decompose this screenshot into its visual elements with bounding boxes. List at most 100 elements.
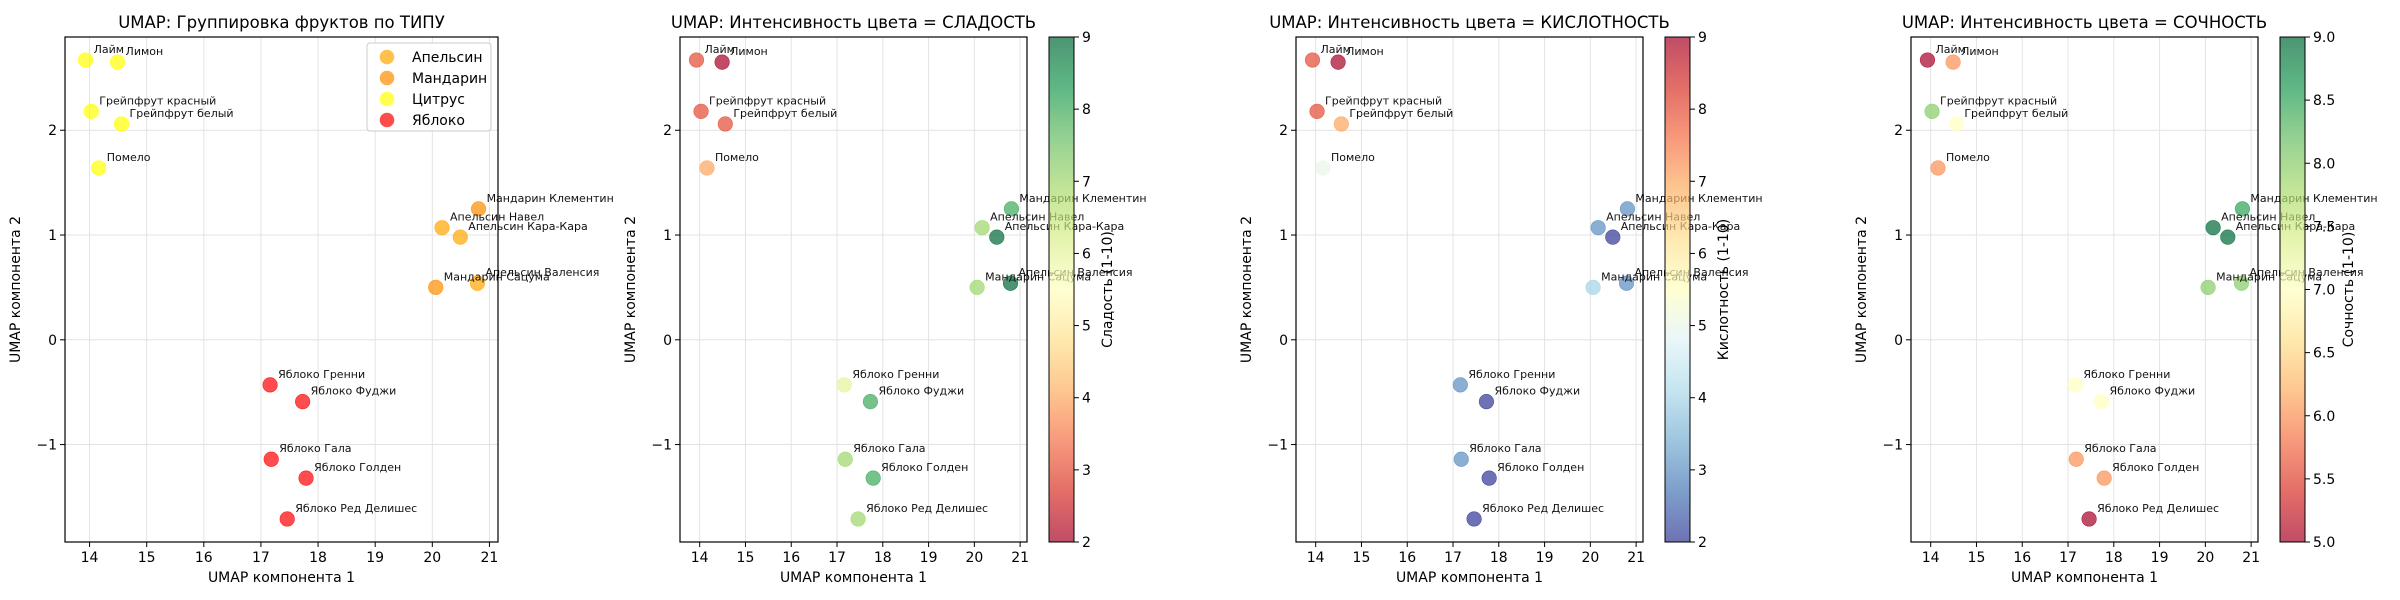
- legend-marker: [379, 91, 395, 107]
- data-point: [434, 220, 450, 236]
- x-tick-label: 15: [138, 550, 156, 566]
- x-tick-label: 19: [2151, 550, 2169, 566]
- x-tick-label: 14: [1922, 550, 1940, 566]
- point-label: Яблоко Ред Делишес: [866, 502, 988, 515]
- data-point: [2233, 275, 2250, 291]
- x-tick-label: 18: [874, 550, 892, 566]
- colorbar-tick-label: 6: [1082, 246, 1091, 262]
- data-point: [688, 52, 705, 68]
- y-axis-label: UMAP компонента 2: [1239, 216, 1255, 363]
- data-point: [1315, 160, 1331, 176]
- x-tick-label: 18: [1490, 550, 1508, 566]
- point-label: Лайм: [94, 43, 124, 56]
- y-tick-label: 0: [1279, 333, 1288, 349]
- data-point: [1590, 220, 1606, 236]
- y-tick-label: −1: [36, 438, 57, 454]
- y-tick-label: −1: [1267, 438, 1288, 454]
- point-label: Яблоко Фуджи: [1494, 385, 1580, 398]
- point-label: Грейпфрут красный: [99, 94, 216, 107]
- y-tick-label: 1: [663, 228, 672, 244]
- colorbar-tick-label: 8: [1082, 102, 1091, 118]
- colorbar-tick-label: 6.5: [2313, 346, 2335, 362]
- colorbar-tick-label: 5.5: [2313, 472, 2335, 488]
- data-point: [279, 511, 295, 527]
- data-point: [693, 103, 709, 119]
- data-point: [2096, 470, 2112, 486]
- data-point: [974, 220, 990, 236]
- x-tick-label: 14: [1307, 550, 1325, 566]
- data-point: [989, 229, 1005, 245]
- data-point: [1924, 103, 1940, 119]
- data-point: [1304, 52, 1321, 68]
- legend: Апельсин Мандарин Цитрус Яблоко: [366, 42, 492, 132]
- colorbar-gradient: [1048, 36, 1075, 543]
- x-axis-label: UMAP компонента 1: [780, 570, 927, 586]
- data-point: [109, 54, 126, 70]
- point-label: Помело: [107, 151, 151, 164]
- data-point: [77, 52, 94, 68]
- point-label: Лайм: [1935, 43, 1965, 56]
- x-tick-label: 17: [828, 550, 846, 566]
- colorbar-label: Сладость (1-10): [1100, 231, 1116, 348]
- data-point: [1453, 451, 1469, 467]
- axes-frame: [1295, 36, 1644, 543]
- point-label: Мандарин Клементин: [2250, 192, 2377, 205]
- data-point: [2200, 279, 2216, 296]
- point-label: Помело: [715, 151, 759, 164]
- data-point: [1452, 377, 1468, 393]
- y-tick-label: −1: [1882, 438, 1903, 454]
- y-tick-label: 2: [1279, 123, 1288, 139]
- data-point: [1605, 229, 1621, 245]
- colorbar-tick-label: 7.5: [2313, 219, 2335, 235]
- y-axis-label: UMAP компонента 2: [8, 216, 24, 363]
- legend-box: [366, 42, 492, 132]
- y-tick-label: 1: [48, 228, 57, 244]
- x-axis-label: UMAP компонента 1: [2011, 570, 2158, 586]
- point-label: Яблоко Гренни: [278, 368, 365, 381]
- data-point: [2093, 394, 2110, 410]
- data-point: [1003, 201, 1020, 217]
- point-label: Яблоко Фуджи: [878, 385, 964, 398]
- colorbar-tick-label: 6: [1698, 246, 1707, 262]
- data-point: [298, 470, 314, 486]
- point-label: Яблоко Гала: [1469, 442, 1541, 455]
- x-tick-label: 17: [252, 550, 270, 566]
- point-label: Яблоко Голден: [2112, 461, 2199, 474]
- point-label: Яблоко Голден: [314, 461, 401, 474]
- data-point: [428, 279, 444, 296]
- x-tick-label: 20: [423, 550, 441, 566]
- x-tick-label: 19: [1536, 550, 1554, 566]
- y-tick-label: 0: [663, 333, 672, 349]
- point-label: Грейпфрут красный: [1325, 94, 1442, 107]
- point-label: Апельсин Навел: [450, 211, 544, 224]
- x-tick-label: 15: [1968, 550, 1986, 566]
- subplot-title: UMAP: Интенсивность цвета = СОЧНОСТЬ: [1902, 13, 2267, 32]
- data-point: [2220, 229, 2236, 245]
- data-point: [113, 116, 130, 132]
- data-point: [263, 451, 279, 467]
- colorbar: 2 3 4 5 6 7 8 9 Сладость (1-10): [1048, 30, 1116, 551]
- colorbar-tick-label: 8: [1698, 102, 1707, 118]
- data-point: [865, 470, 881, 486]
- point-label: Мандарин Клементин: [1635, 192, 1762, 205]
- data-point: [91, 160, 107, 176]
- point-label: Яблоко Гренни: [2083, 368, 2170, 381]
- point-label: Помело: [1331, 151, 1375, 164]
- point-label: Яблоко Голден: [881, 461, 968, 474]
- x-tick-label: 16: [2013, 550, 2031, 566]
- data-point: [1945, 54, 1961, 70]
- point-label: Помело: [1946, 151, 1990, 164]
- data-point: [1481, 470, 1497, 486]
- data-point: [2205, 220, 2221, 236]
- colorbar-tick-label: 3: [1082, 463, 1091, 479]
- x-tick-label: 20: [965, 550, 983, 566]
- point-label: Лимон: [730, 45, 768, 58]
- colorbar-gradient: [2279, 36, 2306, 543]
- x-tick-label: 15: [737, 550, 755, 566]
- point-label: Грейпфрут белый: [733, 107, 837, 120]
- y-axis-label: UMAP компонента 2: [1854, 216, 1870, 363]
- data-point: [1333, 116, 1349, 132]
- point-label: Грейпфрут красный: [1940, 94, 2057, 107]
